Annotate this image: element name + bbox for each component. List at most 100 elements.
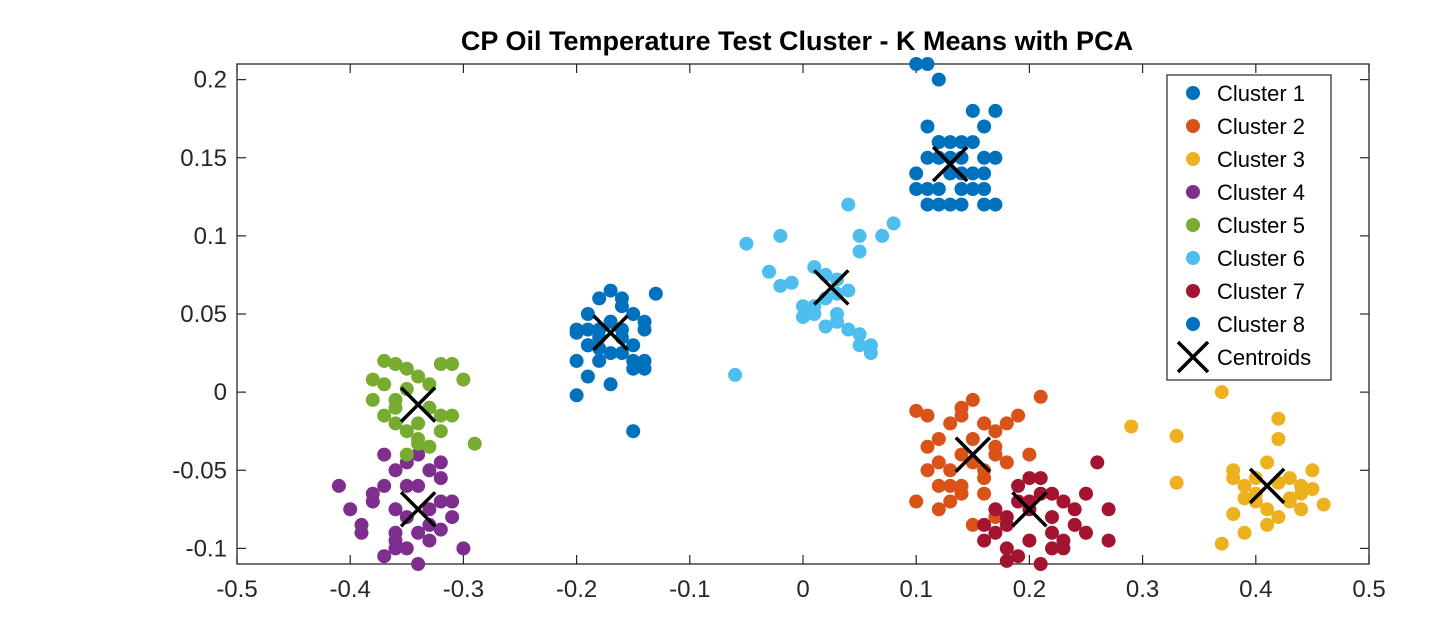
centroid-stroke (813, 269, 850, 306)
data-point (931, 197, 946, 212)
data-point (1260, 455, 1275, 470)
data-point (954, 197, 969, 212)
data-point (920, 439, 935, 454)
data-point (762, 264, 776, 279)
data-point (580, 322, 595, 337)
data-point (388, 357, 403, 371)
data-point (433, 357, 448, 371)
data-point (1067, 517, 1082, 532)
x-tick-label: 0.5 (1352, 576, 1385, 603)
centroid-marker (1011, 491, 1048, 528)
data-point (648, 286, 663, 301)
data-point (943, 135, 958, 150)
data-point (1248, 471, 1263, 486)
data-point (1282, 494, 1297, 509)
data-point (909, 166, 924, 181)
legend-label: Cluster 3 (1217, 147, 1305, 172)
data-point (433, 408, 448, 423)
legend-label: Cluster 5 (1217, 213, 1305, 238)
data-point (331, 478, 346, 493)
data-point (603, 346, 618, 361)
legend-label: Cluster 2 (1217, 114, 1305, 139)
data-point (569, 388, 584, 403)
data-point (1294, 502, 1309, 517)
data-point (1022, 447, 1037, 462)
chart-title: CP Oil Temperature Test Cluster - K Mean… (461, 26, 1133, 56)
y-tick-label: -0.05 (172, 457, 227, 484)
data-point (1011, 478, 1026, 493)
data-point (1214, 385, 1229, 400)
y-tick-label: 0.15 (180, 145, 227, 172)
centroid-stroke (954, 436, 992, 473)
data-point (445, 510, 460, 525)
centroid-marker (931, 145, 969, 183)
data-point (1294, 478, 1309, 493)
data-point (1316, 497, 1331, 512)
data-point (977, 517, 992, 532)
data-point (1282, 471, 1297, 486)
data-point (467, 436, 482, 451)
data-point (1011, 549, 1026, 564)
legend-item: Cluster 6 (1186, 246, 1305, 271)
centroid-markers (399, 145, 1286, 528)
legend-marker (1186, 185, 1200, 199)
data-point (399, 424, 414, 439)
data-point (920, 408, 935, 423)
data-point (1271, 411, 1286, 426)
legend-item: Cluster 3 (1186, 147, 1305, 172)
legend-label: Cluster 7 (1217, 279, 1305, 304)
data-point (422, 502, 437, 517)
x-tick-label: 0 (796, 576, 809, 603)
data-point (399, 447, 414, 462)
data-point (388, 502, 403, 517)
data-point (1045, 510, 1059, 525)
data-point (388, 541, 403, 556)
data-point (931, 478, 946, 493)
data-point (1045, 541, 1059, 556)
data-point (977, 416, 992, 431)
data-point (909, 57, 924, 71)
data-point (909, 403, 924, 418)
data-point (1226, 507, 1241, 521)
data-point (796, 310, 810, 325)
data-point (999, 517, 1014, 532)
data-point (433, 471, 448, 486)
data-point (637, 361, 652, 376)
data-point (422, 517, 437, 532)
data-point (433, 494, 448, 509)
data-point (445, 357, 460, 371)
legend-marker (1186, 251, 1200, 265)
data-point (603, 377, 618, 392)
data-point (931, 502, 946, 517)
series-4 (331, 447, 471, 571)
data-point (999, 553, 1014, 568)
data-point (592, 291, 607, 306)
y-tick-label: 0.05 (180, 301, 227, 328)
data-point (388, 416, 403, 431)
data-point (977, 533, 992, 548)
data-point (456, 541, 471, 556)
legend-item: Cluster 8 (1186, 312, 1305, 337)
legend-item: Cluster 7 (1186, 279, 1305, 304)
data-point (343, 502, 358, 517)
legend-marker-stroke (1176, 340, 1210, 374)
data-point (1033, 389, 1048, 404)
data-point (377, 447, 392, 462)
data-point (445, 494, 460, 509)
data-point (728, 367, 743, 382)
data-point (988, 197, 1003, 212)
data-point (399, 361, 414, 376)
data-point (965, 166, 980, 181)
data-point (422, 439, 437, 454)
data-point (954, 135, 969, 150)
data-point (411, 557, 426, 571)
data-point (569, 353, 584, 368)
data-point (388, 463, 403, 478)
data-point (377, 549, 392, 564)
data-point (784, 275, 799, 290)
data-point (592, 353, 607, 368)
data-point (1067, 502, 1082, 517)
data-point (1101, 502, 1116, 517)
data-point (411, 416, 426, 431)
